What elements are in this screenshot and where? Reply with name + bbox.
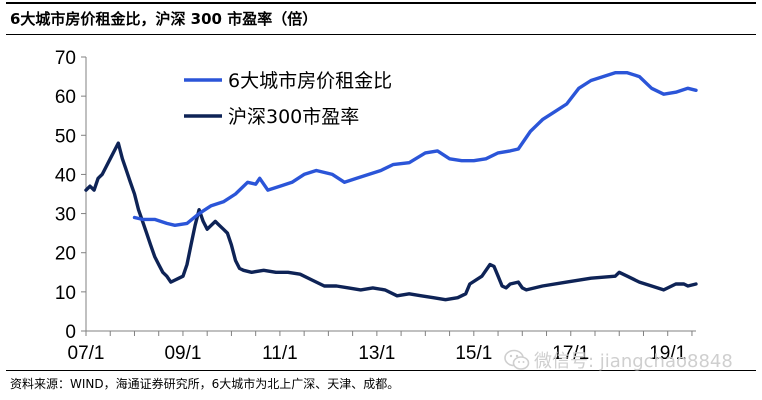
y-tick-label: 60 (55, 87, 76, 108)
chart-axes: 0 10 20 30 40 50 60 70 07/1 09/1 11/1 13/1 15/1 17/1 1… (55, 48, 696, 364)
y-tick-label: 70 (55, 48, 76, 69)
watermark-text: 微信号: jiangchao8848 (534, 351, 733, 372)
source-note: 资料来源：WIND，海通证券研究所，6大城市为北上广深、天津、成都。 (10, 377, 400, 391)
line-chart: 0 10 20 30 40 50 60 70 07/1 09/1 11/1 13/1 15/1 17/1 1… (55, 48, 698, 364)
x-tick-label: 07/1 (68, 343, 105, 364)
y-tick-label: 40 (55, 165, 76, 186)
x-tick-label: 17/1 (552, 343, 589, 364)
wechat-icon (504, 349, 530, 370)
y-tick-label: 30 (55, 205, 76, 226)
title-rule (6, 34, 756, 35)
chart-title: 6大城市房价租金比，沪深 300 市盈率（倍） (10, 10, 318, 28)
y-tick-label: 0 (65, 322, 76, 343)
legend-label-rent-ratio: 6大城市房价租金比 (228, 70, 392, 92)
y-tick-label: 10 (55, 283, 76, 304)
bottom-rule (6, 370, 756, 371)
y-tick-label: 20 (55, 244, 76, 265)
series-line-rent-ratio (132, 70, 698, 228)
x-tick-label: 09/1 (164, 343, 201, 364)
chart-lines (84, 70, 698, 302)
x-tick-label: 13/1 (358, 343, 395, 364)
watermark: 微信号: jiangchao8848 (504, 348, 733, 372)
legend-label-pe-ratio: 沪深300市盈率 (228, 106, 359, 128)
x-tick-label: 19/1 (649, 343, 686, 364)
x-tick-label: 15/1 (455, 343, 492, 364)
x-tick-label: 11/1 (262, 343, 298, 364)
y-tick-label: 50 (55, 126, 76, 147)
top-rule (6, 2, 756, 4)
